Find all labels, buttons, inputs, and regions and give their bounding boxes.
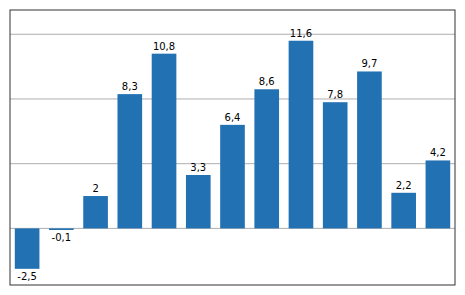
data-label: -2,5 — [17, 271, 37, 282]
data-label: 8,6 — [259, 76, 275, 87]
bar — [117, 94, 142, 228]
data-label: -0,1 — [52, 232, 72, 243]
bar — [83, 196, 108, 228]
data-label: 7,8 — [327, 89, 343, 100]
data-label: 10,8 — [153, 41, 175, 52]
bar — [186, 175, 211, 228]
bar — [357, 71, 382, 228]
bar — [15, 228, 40, 268]
data-labels: -2,5 -0,1 2 8,3 10,8 3,3 6,4 8,6 11,6 7,8 9,7 2,2 4,… — [17, 28, 445, 282]
grid-line — [10, 98, 455, 99]
data-label: 2,2 — [396, 180, 412, 191]
data-label: 8,3 — [122, 81, 138, 92]
bar — [391, 193, 416, 229]
bars — [15, 41, 450, 269]
data-label: 11,6 — [290, 28, 312, 39]
grid-line — [10, 34, 455, 35]
bar — [323, 102, 348, 228]
bar — [220, 125, 245, 229]
chart-container: -2,5 -0,1 2 8,3 10,8 3,3 6,4 8,6 11,6 7,8 9,7 2,2 4,… — [0, 0, 465, 295]
chart: -2,5 -0,1 2 8,3 10,8 3,3 6,4 8,6 11,6 7,8 9,7 2,2 4,… — [0, 0, 465, 295]
bar — [426, 160, 451, 228]
data-label: 2 — [92, 183, 98, 194]
data-label: 6,4 — [225, 112, 241, 123]
data-label: 3,3 — [190, 162, 206, 173]
bar — [289, 41, 314, 229]
data-label: 9,7 — [361, 58, 377, 69]
bar — [49, 228, 74, 230]
bar — [152, 54, 177, 229]
grid — [10, 34, 455, 228]
plot-frame — [10, 10, 455, 285]
data-label: 4,2 — [430, 147, 446, 158]
bar — [254, 89, 279, 228]
